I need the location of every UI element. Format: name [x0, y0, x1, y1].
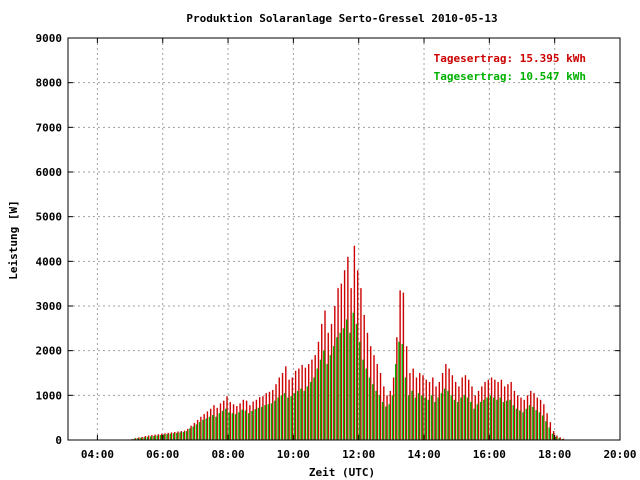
- x-tick-label: 08:00: [211, 448, 244, 461]
- x-tick-label: 16:00: [473, 448, 506, 461]
- y-tick-label: 9000: [36, 32, 63, 45]
- x-tick-label: 20:00: [603, 448, 636, 461]
- legend-entry-green: Tagesertrag: 10.547 kWh: [434, 70, 586, 83]
- plot-frame: [67, 37, 621, 441]
- x-tick-label: 12:00: [342, 448, 375, 461]
- ticks: 0 1000 2000 3000 4000 5000 6000 7000 8000 9000 04:…: [36, 32, 637, 461]
- legend-entry-red: Tagesertrag: 15.395 kWh: [434, 52, 586, 65]
- y-tick-label: 0: [55, 434, 62, 447]
- y-tick-label: 8000: [36, 77, 63, 90]
- chart-title: Produktion Solaranlage Serto-Gressel 201…: [186, 12, 497, 25]
- x-tick-label: 14:00: [407, 448, 440, 461]
- x-tick-label: 10:00: [277, 448, 310, 461]
- y-tick-label: 2000: [36, 345, 63, 358]
- grid: [68, 38, 620, 440]
- x-tick-label: 06:00: [146, 448, 179, 461]
- y-tick-label: 6000: [36, 166, 63, 179]
- x-tick-label: 04:00: [81, 448, 114, 461]
- y-tick-label: 3000: [36, 300, 63, 313]
- y-axis-label: Leistung [W]: [7, 200, 20, 279]
- x-axis-label: Zeit (UTC): [309, 466, 375, 479]
- y-tick-label: 7000: [36, 121, 63, 134]
- y-tick-label: 5000: [36, 211, 63, 224]
- legend: Tagesertrag: 15.395 kWh Tagesertrag: 10.…: [434, 52, 586, 83]
- y-tick-label: 4000: [36, 255, 63, 268]
- y-tick-label: 1000: [36, 389, 63, 402]
- bars: [130, 245, 565, 440]
- x-tick-label: 18:00: [538, 448, 571, 461]
